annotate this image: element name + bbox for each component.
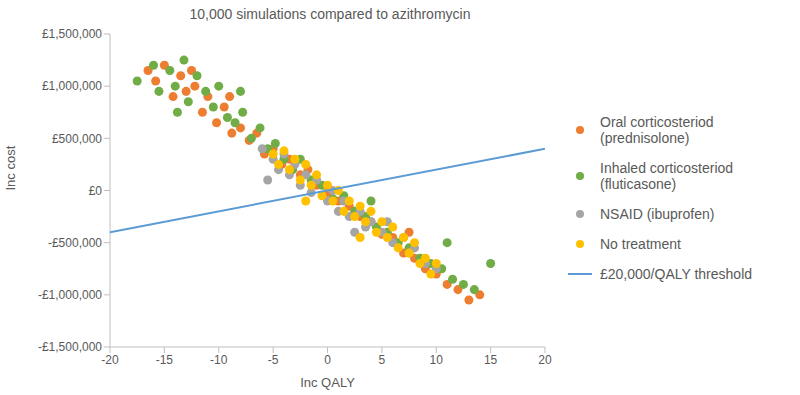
html-text:No treatment: No treatment [600,235,681,252]
svg-text:£1,000,000: £1,000,000 [42,79,102,93]
svg-text:£500,000: £500,000 [52,132,102,146]
svg-text:-20: -20 [101,353,119,367]
html-text:£20,000/QALY threshold: £20,000/QALY threshold [600,265,752,282]
svg-text:£0: £0 [89,184,103,198]
svg-text:-5: -5 [268,353,279,367]
svg-text:-£500,000: -£500,000 [48,236,102,250]
svg-text:0: 0 [324,353,331,367]
svg-text:£1,500,000: £1,500,000 [42,28,102,41]
svg-text:-15: -15 [156,353,174,367]
svg-text:-£1,500,000: -£1,500,000 [38,340,102,354]
html-text:10,000 simulations compared to: 10,000 simulations compared to azithromy… [189,6,471,22]
svg-text:20: 20 [538,353,552,367]
html-text:Inhaled corticosteriod (flutic: Inhaled corticosteriod (fluticasone) [600,159,734,192]
html-text:NSAID (ibuprofen): NSAID (ibuprofen) [600,205,715,222]
svg-text:Inc cost: Inc cost [8,145,18,190]
svg-text:5: 5 [379,353,386,367]
html-text:Oral corticosteriod (prednisol: Oral corticosteriod (prednisolone) [600,113,714,146]
svg-text:-£1,000,000: -£1,000,000 [38,288,102,302]
svg-text:15: 15 [484,353,498,367]
svg-text:10: 10 [430,353,444,367]
svg-text:-10: -10 [210,353,228,367]
svg-text:Inc QALY: Inc QALY [300,375,355,390]
